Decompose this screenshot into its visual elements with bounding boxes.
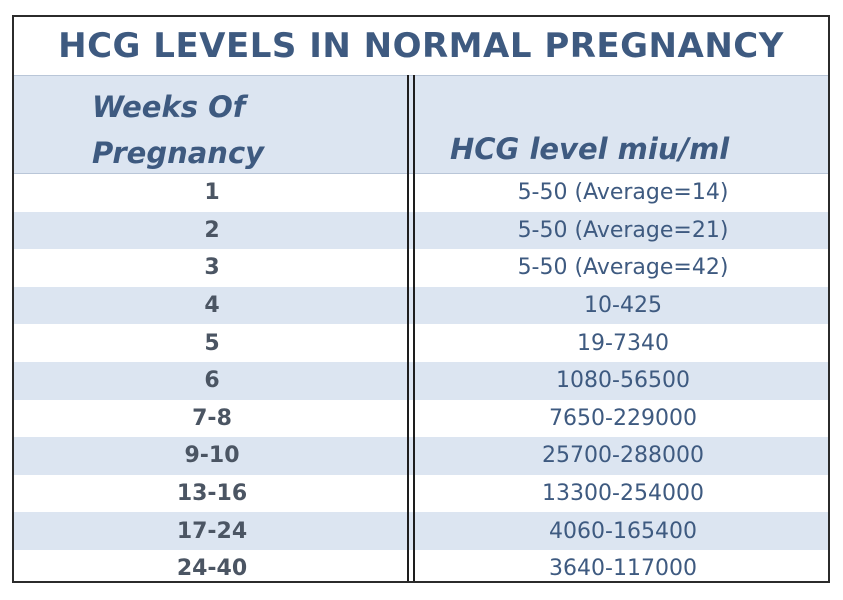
cell-hcg-level: 13300-254000 — [542, 481, 704, 507]
column-divider-left — [407, 75, 409, 581]
cell-week: 5 — [204, 330, 220, 356]
column-header-weeks: Weeks Of Pregnancy — [92, 90, 265, 170]
table-row: 24-40 3640-117000 — [14, 550, 828, 588]
cell-week: 2 — [204, 217, 220, 243]
cell-week: 13-16 — [176, 481, 248, 507]
table-row: 6 1080-56500 — [14, 361, 828, 400]
hcg-levels-table: HCG LEVELS IN NORMAL PREGNANCY Weeks Of … — [12, 15, 830, 583]
cell-hcg-level: 3640-117000 — [549, 556, 697, 582]
cell-week: 4 — [204, 293, 220, 319]
table-row: 13-16 13300-254000 — [14, 475, 828, 513]
cell-hcg-level: 4060-165400 — [549, 518, 697, 544]
table-body: 1 5-50 (Average=14) 2 5-50 (Average=21) … — [14, 174, 828, 588]
cell-hcg-level: 5-50 (Average=42) — [517, 255, 729, 281]
table-row: 5 19-7340 — [14, 324, 828, 362]
cell-hcg-level: 5-50 (Average=21) — [517, 217, 729, 243]
cell-week: 7-8 — [192, 405, 232, 431]
table-row: 9-10 25700-288000 — [14, 437, 828, 475]
cell-hcg-level: 1080-56500 — [556, 368, 690, 394]
table-row: 2 5-50 (Average=21) — [14, 211, 828, 250]
table-row: 17-24 4060-165400 — [14, 512, 828, 550]
cell-hcg-level: 5-50 (Average=14) — [517, 180, 729, 206]
cell-week: 1 — [204, 180, 220, 206]
table-header-row: Weeks Of Pregnancy HCG level miu/ml — [14, 76, 828, 174]
cell-week: 9-10 — [184, 443, 240, 469]
column-header-hcg-level: HCG level miu/ml — [450, 132, 730, 166]
cell-hcg-level: 19-7340 — [577, 330, 669, 356]
cell-hcg-level: 25700-288000 — [542, 443, 704, 469]
cell-hcg-level: 7650-229000 — [549, 405, 697, 431]
table-row: 1 5-50 (Average=14) — [14, 174, 828, 212]
table-row: 3 5-50 (Average=42) — [14, 249, 828, 287]
table-row: 7-8 7650-229000 — [14, 400, 828, 438]
cell-hcg-level: 10-425 — [584, 293, 662, 319]
table-row: 4 10-425 — [14, 286, 828, 325]
cell-week: 24-40 — [176, 556, 248, 582]
column-divider-right — [413, 75, 415, 581]
table-title: HCG LEVELS IN NORMAL PREGNANCY — [14, 17, 828, 76]
cell-week: 17-24 — [176, 518, 248, 544]
cell-week: 6 — [204, 368, 220, 394]
cell-week: 3 — [204, 255, 220, 281]
